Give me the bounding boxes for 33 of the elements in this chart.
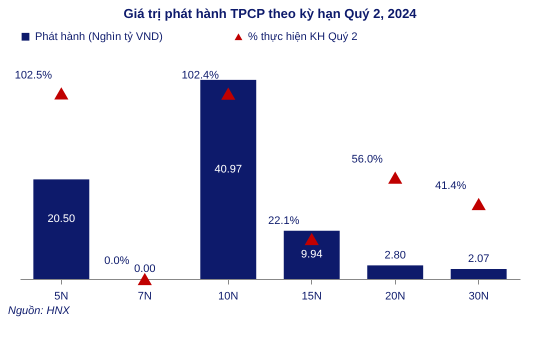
legend-label: Phát hành (Nghìn tỷ VND) (35, 30, 163, 43)
bar (367, 265, 424, 279)
data-label: 56.0% (352, 154, 384, 166)
x-tick-label: 7N (138, 290, 152, 302)
bar (33, 179, 90, 279)
data-label: 0.00 (134, 263, 156, 275)
x-tick-label: 15N (302, 290, 322, 302)
point (304, 232, 319, 246)
point (54, 87, 68, 100)
point (388, 171, 402, 184)
x-tick-label: 5N (54, 290, 68, 302)
bar (284, 230, 340, 279)
bar (200, 80, 256, 279)
chart-title: Giá trị phát hành TPCP theo kỳ hạn Quý 2, 2024 (123, 6, 418, 21)
x-tick-label: 30N (468, 290, 489, 302)
x-tick-label: 10N (218, 290, 238, 302)
data-label: 41.4% (435, 180, 467, 192)
data-label: 40.97 (214, 163, 242, 176)
point (138, 272, 152, 286)
data-label: 102.5% (14, 69, 52, 82)
data-label: 2.80 (384, 249, 406, 262)
bar (450, 268, 507, 279)
data-label: 2.07 (468, 252, 490, 265)
text: Nguồn: HNX (8, 305, 71, 317)
data-label: 9.94 (301, 248, 322, 261)
data-label: 102.4% (182, 70, 220, 82)
legend-label: % thực hiện KH Quý 2 (248, 30, 358, 43)
point (221, 87, 236, 100)
point (472, 198, 486, 210)
data-label: 0.0% (104, 255, 130, 267)
data-label: 20.50 (48, 213, 76, 226)
data-label: 22.1% (268, 214, 300, 227)
x-tick-label: 20N (385, 290, 406, 302)
